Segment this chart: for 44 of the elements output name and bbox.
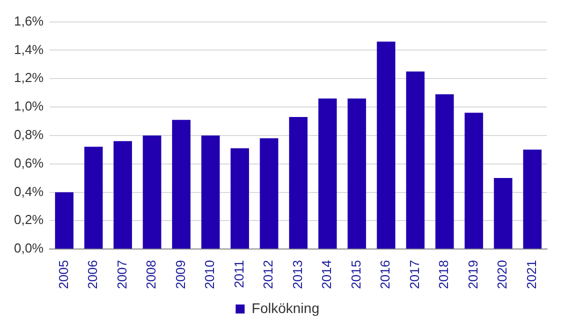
- x-tick-label: 2018: [436, 260, 452, 289]
- bar: [523, 150, 542, 249]
- y-tick-label: 1,6%: [14, 13, 44, 28]
- legend-label: Folkökning: [252, 300, 320, 316]
- bar: [289, 116, 308, 249]
- x-tick-label: 2005: [56, 260, 71, 289]
- y-tick-label: 1,0%: [14, 98, 44, 114]
- x-tick-label: 2020: [494, 260, 510, 289]
- x-tick-label: 2012: [260, 260, 276, 289]
- bar: [172, 120, 191, 249]
- bar: [260, 138, 278, 249]
- bar: [435, 94, 454, 249]
- x-tick-label: 2015: [348, 260, 364, 289]
- x-tick-label: 2006: [85, 260, 100, 289]
- bar: [114, 141, 132, 249]
- x-tick-label: 2016: [378, 260, 393, 289]
- bar: [201, 135, 220, 249]
- y-tick-label: 1,4%: [14, 42, 44, 57]
- bar: [142, 135, 162, 249]
- x-tick-label: 2011: [231, 260, 246, 288]
- y-tick-label: 0,8%: [14, 127, 44, 142]
- bar: [406, 72, 425, 249]
- x-tick-label: 2009: [172, 260, 188, 289]
- bar: [318, 98, 337, 249]
- y-tick-label: 0,2%: [14, 212, 44, 228]
- bar: [55, 192, 74, 249]
- x-tick-label: 2013: [290, 260, 305, 289]
- y-tick-label: 1,2%: [14, 70, 44, 86]
- y-tick-label: 0,6%: [14, 155, 44, 170]
- x-tick-label: 2017: [406, 260, 422, 289]
- x-tick-label: 2010: [202, 260, 218, 289]
- bar: [494, 178, 512, 249]
- bar: [464, 112, 484, 249]
- x-tick-label: 2014: [319, 260, 334, 289]
- bar: [376, 42, 396, 249]
- bar: [348, 98, 366, 249]
- y-tick-label: 0,0%: [14, 240, 44, 256]
- x-tick-label: 2007: [114, 260, 130, 289]
- bar: [230, 148, 250, 249]
- x-tick-label: 2019: [465, 260, 480, 289]
- y-tick-label: 0,4%: [14, 184, 44, 199]
- bar: [84, 146, 103, 249]
- x-tick-label: 2008: [144, 260, 159, 289]
- x-tick-label: 2021: [524, 260, 539, 289]
